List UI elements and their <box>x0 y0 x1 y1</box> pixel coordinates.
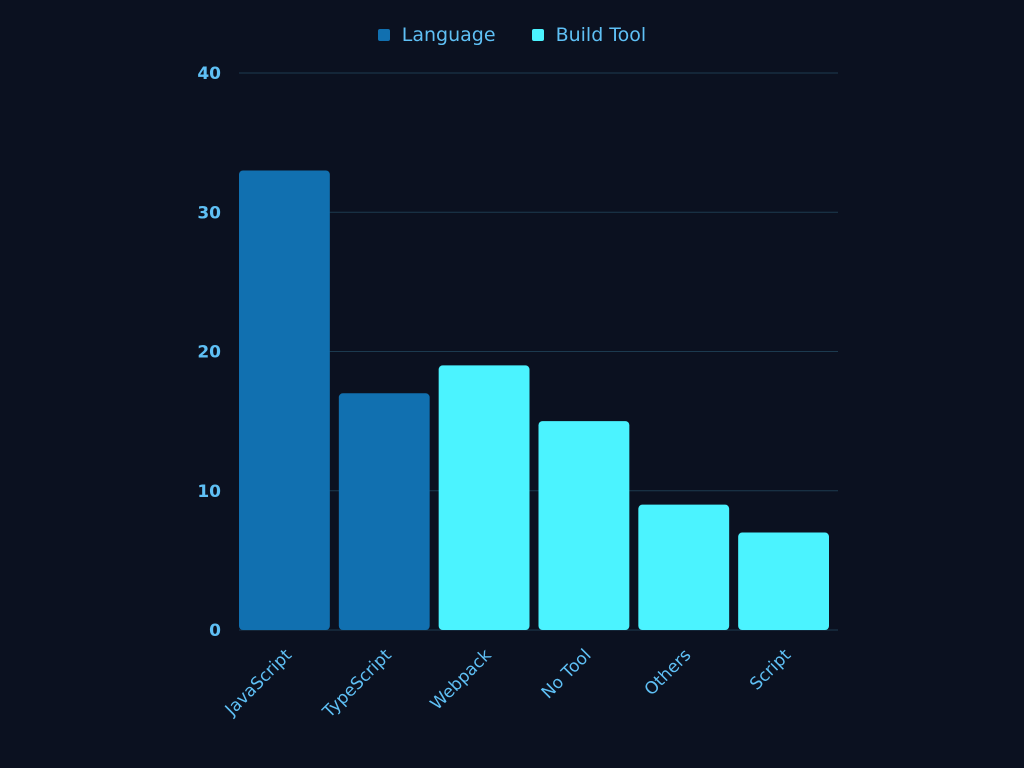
y-tick-label-10: 10 <box>197 482 221 502</box>
legend-item-language[interactable]: Language <box>377 24 496 46</box>
y-tick-label-30: 30 <box>197 203 221 223</box>
x-tick-label-others: Others <box>641 645 696 700</box>
chart-legend: Language Build Tool <box>0 24 1024 46</box>
y-tick-label-20: 20 <box>197 343 221 363</box>
bar-typescript[interactable] <box>338 393 430 630</box>
bar-others[interactable] <box>638 504 730 630</box>
grid-layer <box>239 72 838 631</box>
bar-javascript[interactable] <box>239 170 330 630</box>
x-tick-label-webpack: Webpack <box>427 645 496 714</box>
x-tick-label-javascript: JavaScript <box>221 645 296 720</box>
legend-swatch-build-tool <box>531 29 544 41</box>
x-tick-label-typescript: TypeScript <box>318 645 396 723</box>
y-tick-label-40: 40 <box>197 64 221 84</box>
legend-label-language: Language <box>401 24 496 46</box>
legend-item-build-tool[interactable]: Build Tool <box>531 24 647 46</box>
x-tick-label-script: Script <box>746 645 795 694</box>
bar-layer <box>239 170 829 630</box>
y-tick-label-0: 0 <box>209 621 221 641</box>
bar-webpack[interactable] <box>438 365 530 630</box>
legend-label-build-tool: Build Tool <box>555 24 647 46</box>
bar-script[interactable] <box>738 532 829 630</box>
legend-swatch-language <box>377 29 390 41</box>
x-tick-label-no-tool: No Tool <box>538 645 596 703</box>
bar-no-tool[interactable] <box>538 421 630 630</box>
